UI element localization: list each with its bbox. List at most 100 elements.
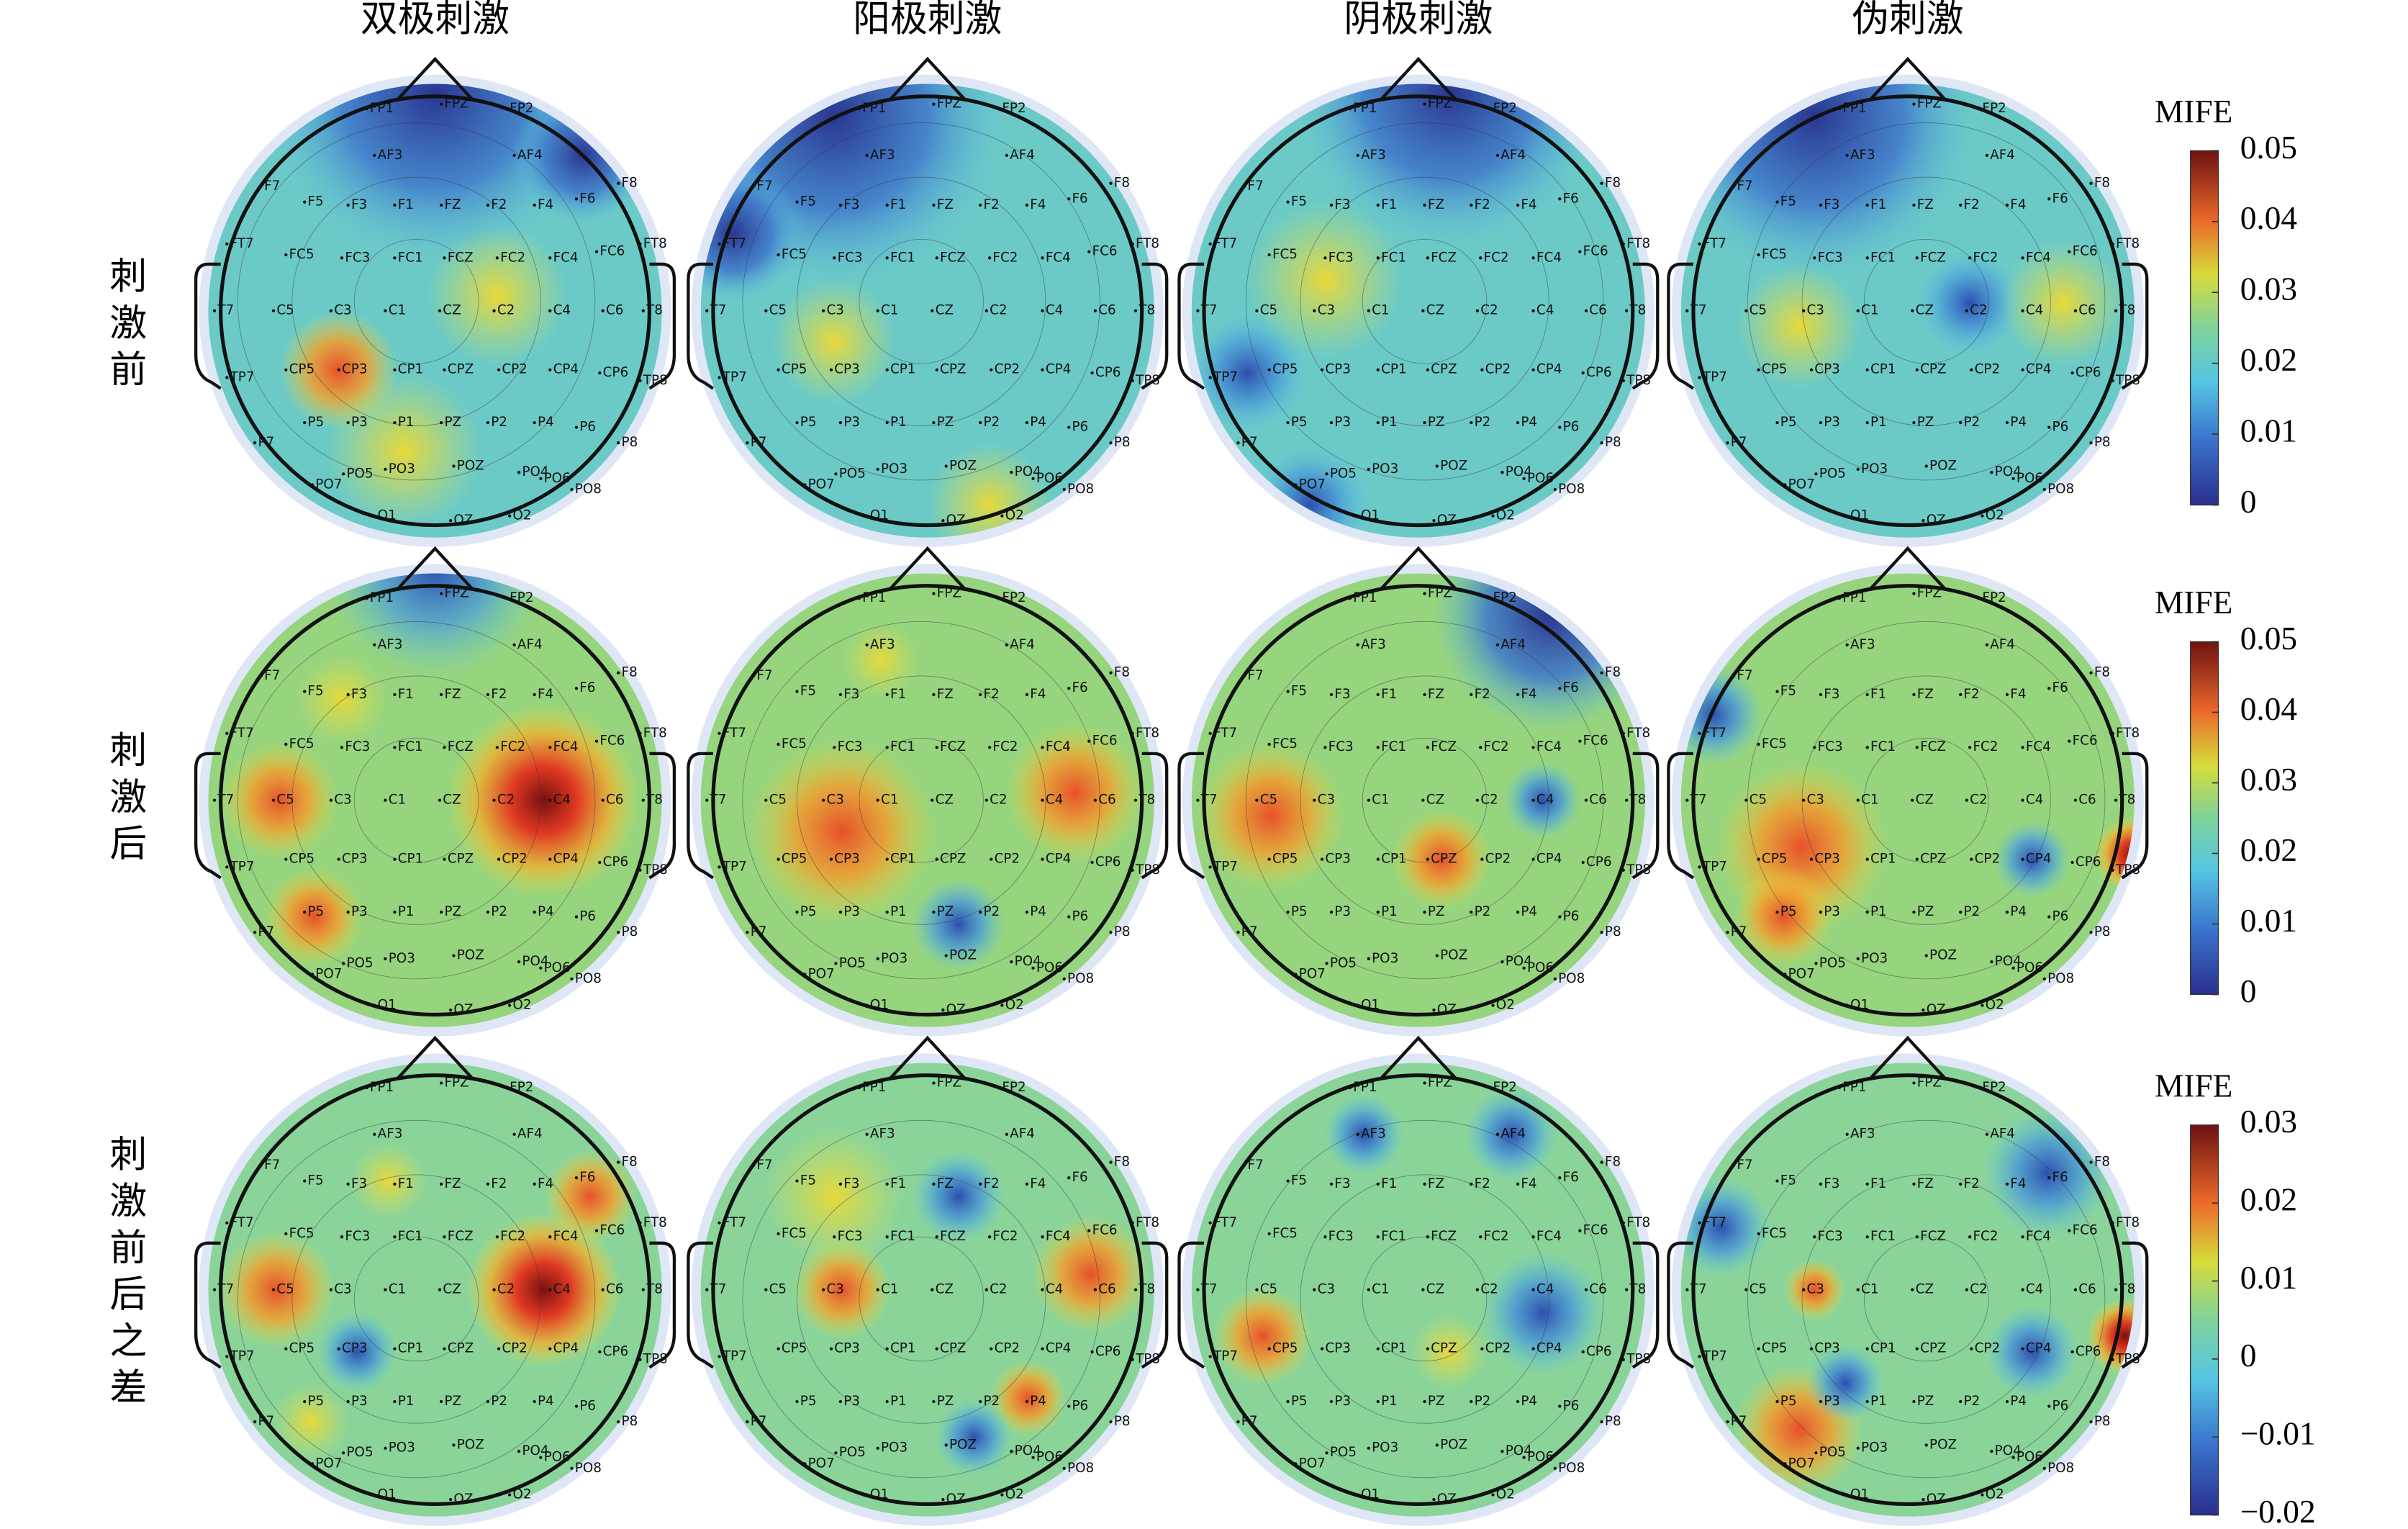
heat-blob — [466, 1212, 622, 1368]
electrode-label: C5 — [769, 1282, 787, 1297]
contour — [237, 122, 596, 481]
electrode-label: P8 — [1605, 1414, 1621, 1429]
electrode-label: PZ — [937, 415, 954, 430]
electrode-dot — [944, 464, 948, 468]
electrode-label: CZ — [1426, 1282, 1444, 1297]
electrode-label: C5 — [1750, 1282, 1767, 1297]
electrode-dot — [1924, 464, 1928, 468]
ear-left — [1667, 752, 1695, 880]
electrode-dot — [1491, 514, 1495, 518]
electrode-dot — [1432, 1008, 1436, 1012]
electrode-label: PO5 — [1819, 1445, 1846, 1460]
electrode-label: AF3 — [378, 148, 403, 163]
electrode-label: P6 — [579, 909, 596, 924]
electrode-label: F3 — [351, 197, 367, 212]
electrode-label: FC3 — [345, 250, 370, 265]
electrode-dot — [1242, 184, 1246, 189]
electrode-dot — [1845, 514, 1849, 518]
electrode-dot — [2021, 1347, 2024, 1350]
electrode-dot — [1757, 1232, 1760, 1236]
electrode-dot — [2070, 1350, 2074, 1354]
head-outline — [219, 584, 651, 1017]
electrode-label: FC2 — [1484, 739, 1509, 754]
electrode-dot — [1267, 857, 1271, 861]
electrode-dot — [1067, 687, 1071, 690]
electrode-dot — [1435, 464, 1439, 468]
electrode-dot — [517, 471, 521, 474]
electrode-label: FC5 — [289, 1226, 314, 1241]
electrode-label: C3 — [1318, 303, 1335, 318]
electrode-dot — [548, 746, 552, 749]
electrode-dot — [1912, 592, 1916, 595]
electrode-dot — [1621, 868, 1625, 872]
electrode-dot — [512, 643, 516, 646]
electrode-dot — [1491, 1003, 1495, 1007]
electrode-label: F7 — [264, 668, 280, 683]
electrode-label: CP5 — [1272, 852, 1298, 867]
electrode-label: C3 — [1318, 793, 1335, 808]
electrode-label: C5 — [1260, 793, 1277, 808]
electrode-label: C6 — [606, 793, 623, 808]
electrode-dot — [834, 962, 838, 965]
electrode-label: P5 — [308, 904, 325, 919]
electrode-dot — [271, 798, 276, 802]
electrode-label: FP1 — [862, 1080, 886, 1095]
electrode-label: O1 — [378, 998, 397, 1013]
contour — [1362, 238, 1488, 364]
electrode-dot — [885, 857, 889, 861]
electrode-label: FC1 — [398, 739, 423, 754]
electrode-label: FP1 — [1353, 590, 1377, 605]
electrode-dot — [1581, 371, 1585, 375]
electrode-label: F1 — [398, 687, 414, 702]
electrode-label: F4 — [538, 197, 553, 212]
electrode-label: P8 — [1114, 924, 1131, 939]
electrode-label: C4 — [1046, 303, 1063, 318]
electrode-label: P1 — [890, 904, 907, 919]
electrode-label: P7 — [1731, 435, 1747, 450]
electrode-label: P6 — [1072, 1398, 1089, 1413]
electrode-dot — [448, 1008, 453, 1012]
electrode-dot — [1531, 857, 1535, 861]
electrode-dot — [448, 518, 453, 523]
electrode-label: F3 — [843, 687, 859, 702]
electrode-label: AF4 — [517, 637, 543, 652]
electrode-label: FP1 — [862, 101, 886, 116]
electrode-dot — [1479, 256, 1483, 260]
electrode-dot — [1865, 1347, 1869, 1350]
electrode-dot — [803, 1462, 807, 1466]
electrode-label: FC5 — [1272, 1226, 1298, 1241]
electrode-dot — [486, 693, 490, 697]
electrode-dot — [1087, 250, 1091, 253]
electrode-dot — [2068, 250, 2071, 253]
nose — [1869, 56, 1947, 101]
electrode-label: F6 — [1563, 191, 1579, 206]
electrode-dot — [1031, 477, 1035, 480]
electrode-label: O1 — [1850, 1487, 1869, 1502]
electrode-label: P7 — [258, 1414, 274, 1429]
contour — [797, 1174, 1046, 1424]
contour — [1300, 176, 1549, 426]
electrode-dot — [1558, 425, 1562, 429]
electrode-label: PO8 — [1067, 971, 1094, 986]
electrode-label: PO6 — [1527, 960, 1554, 975]
electrode-label: FP1 — [370, 101, 394, 116]
electrode-label: F5 — [1780, 1173, 1796, 1188]
electrode-dot — [225, 1221, 229, 1224]
electrode-label: F3 — [843, 1176, 859, 1191]
electrode-dot — [1522, 477, 1526, 480]
electrode-dot — [1915, 368, 1919, 371]
electrode-dot — [1865, 693, 1869, 697]
electrode-label: C2 — [1480, 303, 1498, 318]
electrode-label: T7 — [1200, 303, 1218, 318]
electrode-label: CP6 — [603, 854, 629, 870]
electrode-dot — [1348, 596, 1352, 600]
electrode-dot — [1286, 200, 1290, 204]
electrode-dot — [346, 1182, 350, 1186]
electrode-label: F2 — [491, 687, 507, 702]
contour — [1863, 1236, 1989, 1362]
electrode-label: O1 — [870, 508, 889, 523]
electrode-label: FT8 — [1626, 1215, 1650, 1230]
electrode-dot — [539, 1456, 543, 1459]
electrode-label: FC4 — [1046, 250, 1071, 265]
